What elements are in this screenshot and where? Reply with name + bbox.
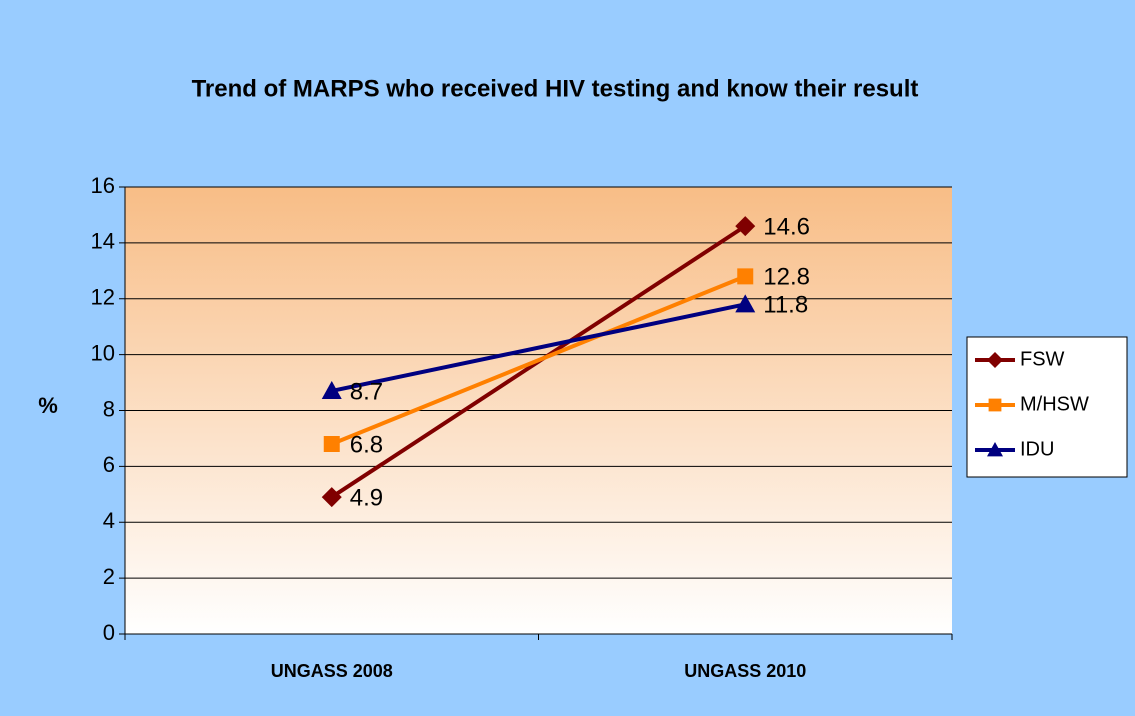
y-tick-label: 16 [91,173,115,198]
y-axis-label: % [38,393,58,418]
marker [735,294,756,313]
x-tick-label: UNGASS 2008 [271,661,393,681]
legend-label: FSW [1020,348,1065,370]
y-tick-label: 14 [91,229,115,254]
marker [735,216,756,237]
data-label: 6.8 [350,431,383,458]
legend-label: M/HSW [1020,393,1089,415]
y-tick-label: 2 [103,564,115,589]
marker [321,487,342,508]
y-tick-label: 8 [103,396,115,421]
data-label: 11.8 [763,292,808,319]
series-line [331,302,746,393]
legend-marker [988,398,1002,412]
data-label: 12.8 [763,264,810,291]
marker [323,436,340,453]
y-tick-label: 4 [103,508,115,533]
data-label: 8.7 [350,378,383,405]
x-tick-label: UNGASS 2010 [684,661,806,681]
series-line [330,274,747,446]
y-tick-label: 0 [103,620,115,645]
chart-title: Trend of MARPS who received HIV testing … [192,75,919,102]
legend-label: IDU [1020,438,1054,460]
legend-marker [987,442,1003,457]
data-label: 14.6 [763,213,810,240]
marker [737,268,754,285]
data-label: 4.9 [350,484,383,511]
legend-marker [987,352,1003,368]
y-tick-label: 10 [91,340,115,365]
y-tick-label: 12 [91,285,115,310]
y-tick-label: 6 [103,452,115,477]
marker [321,380,342,399]
